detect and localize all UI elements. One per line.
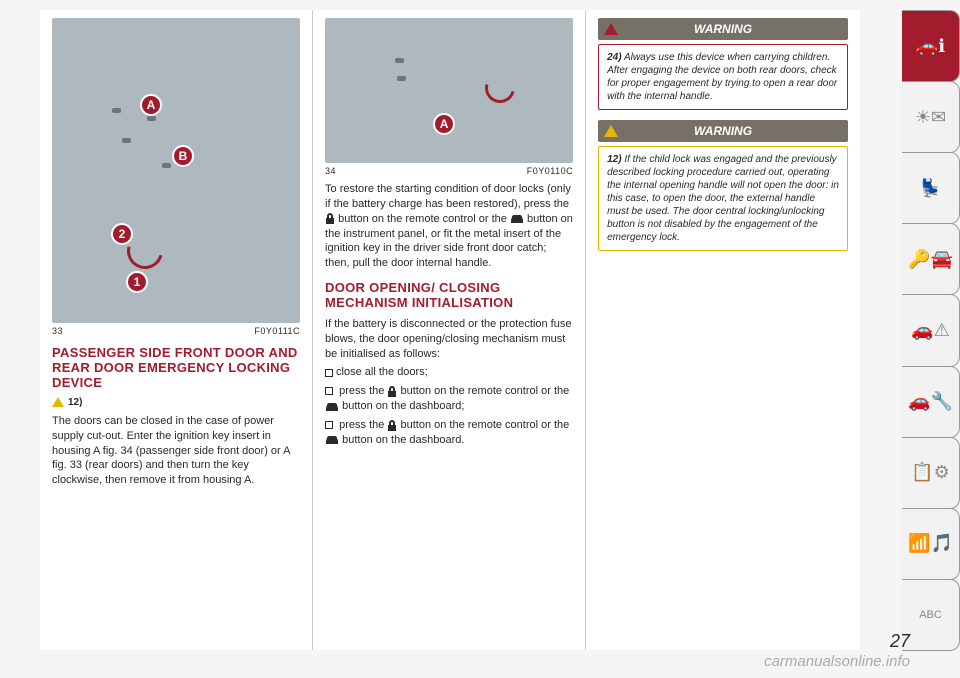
- warning-header: WARNING: [598, 120, 848, 142]
- text: button on the remote control or the: [338, 213, 510, 225]
- watermark: carmanualsonline.info: [764, 653, 910, 670]
- text: If the child lock was engaged and the pr…: [607, 154, 839, 243]
- note-number: 12): [607, 154, 621, 165]
- label-A: A: [140, 94, 162, 116]
- chapter-tabs: 🚗ℹ ☀✉ 💺 🔑🚘 🚗⚠ 🚗🔧 📋⚙ 📶🎵 ABC: [902, 10, 960, 650]
- text: button on the dashboard.: [342, 434, 464, 446]
- car-icon: [325, 435, 339, 444]
- bullet: press the button on the remote control o…: [325, 418, 573, 448]
- bullet: press the button on the remote control o…: [325, 384, 573, 414]
- manual-page: A B 2 1 33 F0Y0111C PASSENGER SIDE FRONT…: [40, 10, 860, 650]
- lock-icon: [387, 386, 397, 397]
- car-icon: [510, 214, 524, 223]
- figure-number: 34: [325, 166, 336, 176]
- text: button on the remote control or the: [400, 385, 569, 397]
- heading-emergency-locking: PASSENGER SIDE FRONT DOOR AND REAR DOOR …: [52, 346, 300, 391]
- lock-icon: [387, 420, 397, 431]
- figure-34: A: [325, 18, 573, 163]
- warning-triangle-red-icon: [604, 23, 618, 35]
- columns: A B 2 1 33 F0Y0111C PASSENGER SIDE FRONT…: [40, 10, 860, 650]
- column-2: A 34 F0Y0110C To restore the starting co…: [313, 10, 586, 650]
- text: Always use this device when carrying chi…: [607, 52, 837, 102]
- lock-icon: [325, 213, 335, 224]
- figure-33: A B 2 1: [52, 18, 300, 323]
- tab-specs[interactable]: 📋⚙: [902, 437, 960, 509]
- paragraph: To restore the starting condition of doo…: [325, 182, 573, 271]
- text: To restore the starting condition of doo…: [325, 183, 571, 210]
- text: press the: [339, 419, 387, 431]
- paragraph: The doors can be closed in the case of p…: [52, 414, 300, 488]
- text: press the: [339, 385, 387, 397]
- warning-box-12: 12) If the child lock was engaged and th…: [598, 146, 848, 251]
- paragraph: If the battery is disconnected or the pr…: [325, 317, 573, 362]
- tab-lights[interactable]: ☀✉: [902, 81, 960, 153]
- note-number: 24): [607, 52, 621, 63]
- heading-initialisation: DOOR OPENING/ CLOSING MECHANISM INITIALI…: [325, 281, 573, 311]
- bullet: close all the doors;: [325, 365, 573, 380]
- warning-label: WARNING: [694, 22, 752, 36]
- text: button on the dashboard;: [342, 400, 464, 412]
- tab-safety[interactable]: 🚗⚠: [902, 294, 960, 366]
- tab-vehicle-info[interactable]: 🚗ℹ: [902, 10, 960, 82]
- label-B: B: [172, 145, 194, 167]
- figure-code: F0Y0110C: [527, 166, 573, 176]
- column-3: WARNING 24) Always use this device when …: [586, 10, 860, 650]
- warning-icon: [52, 397, 64, 407]
- column-1: A B 2 1 33 F0Y0111C PASSENGER SIDE FRONT…: [40, 10, 313, 650]
- warning-label: WARNING: [694, 124, 752, 138]
- tab-maintenance[interactable]: 🚗🔧: [902, 366, 960, 438]
- warning-triangle-amber-icon: [604, 125, 618, 137]
- figure-33-caption: 33 F0Y0111C: [52, 326, 300, 336]
- tab-multimedia[interactable]: 📶🎵: [902, 508, 960, 580]
- car-icon: [325, 402, 339, 411]
- figure-code: F0Y0111C: [254, 326, 300, 336]
- text: button on the remote control or the: [400, 419, 569, 431]
- note-number: 12): [68, 397, 82, 408]
- tab-index[interactable]: ABC: [902, 579, 960, 651]
- text: close all the doors;: [336, 366, 428, 378]
- warning-header: WARNING: [598, 18, 848, 40]
- figure-34-caption: 34 F0Y0110C: [325, 166, 573, 176]
- warning-box-24: 24) Always use this device when carrying…: [598, 44, 848, 110]
- label-A: A: [433, 113, 455, 135]
- page-number: 27: [890, 631, 910, 652]
- tab-keys[interactable]: 🔑🚘: [902, 223, 960, 295]
- bullet-icon: [325, 387, 333, 395]
- bullet-icon: [325, 369, 333, 377]
- label-1: 1: [126, 271, 148, 293]
- warning-note-ref: 12): [52, 397, 300, 408]
- bullet-icon: [325, 421, 333, 429]
- label-2: 2: [111, 223, 133, 245]
- tab-seats[interactable]: 💺: [902, 152, 960, 224]
- figure-number: 33: [52, 326, 63, 336]
